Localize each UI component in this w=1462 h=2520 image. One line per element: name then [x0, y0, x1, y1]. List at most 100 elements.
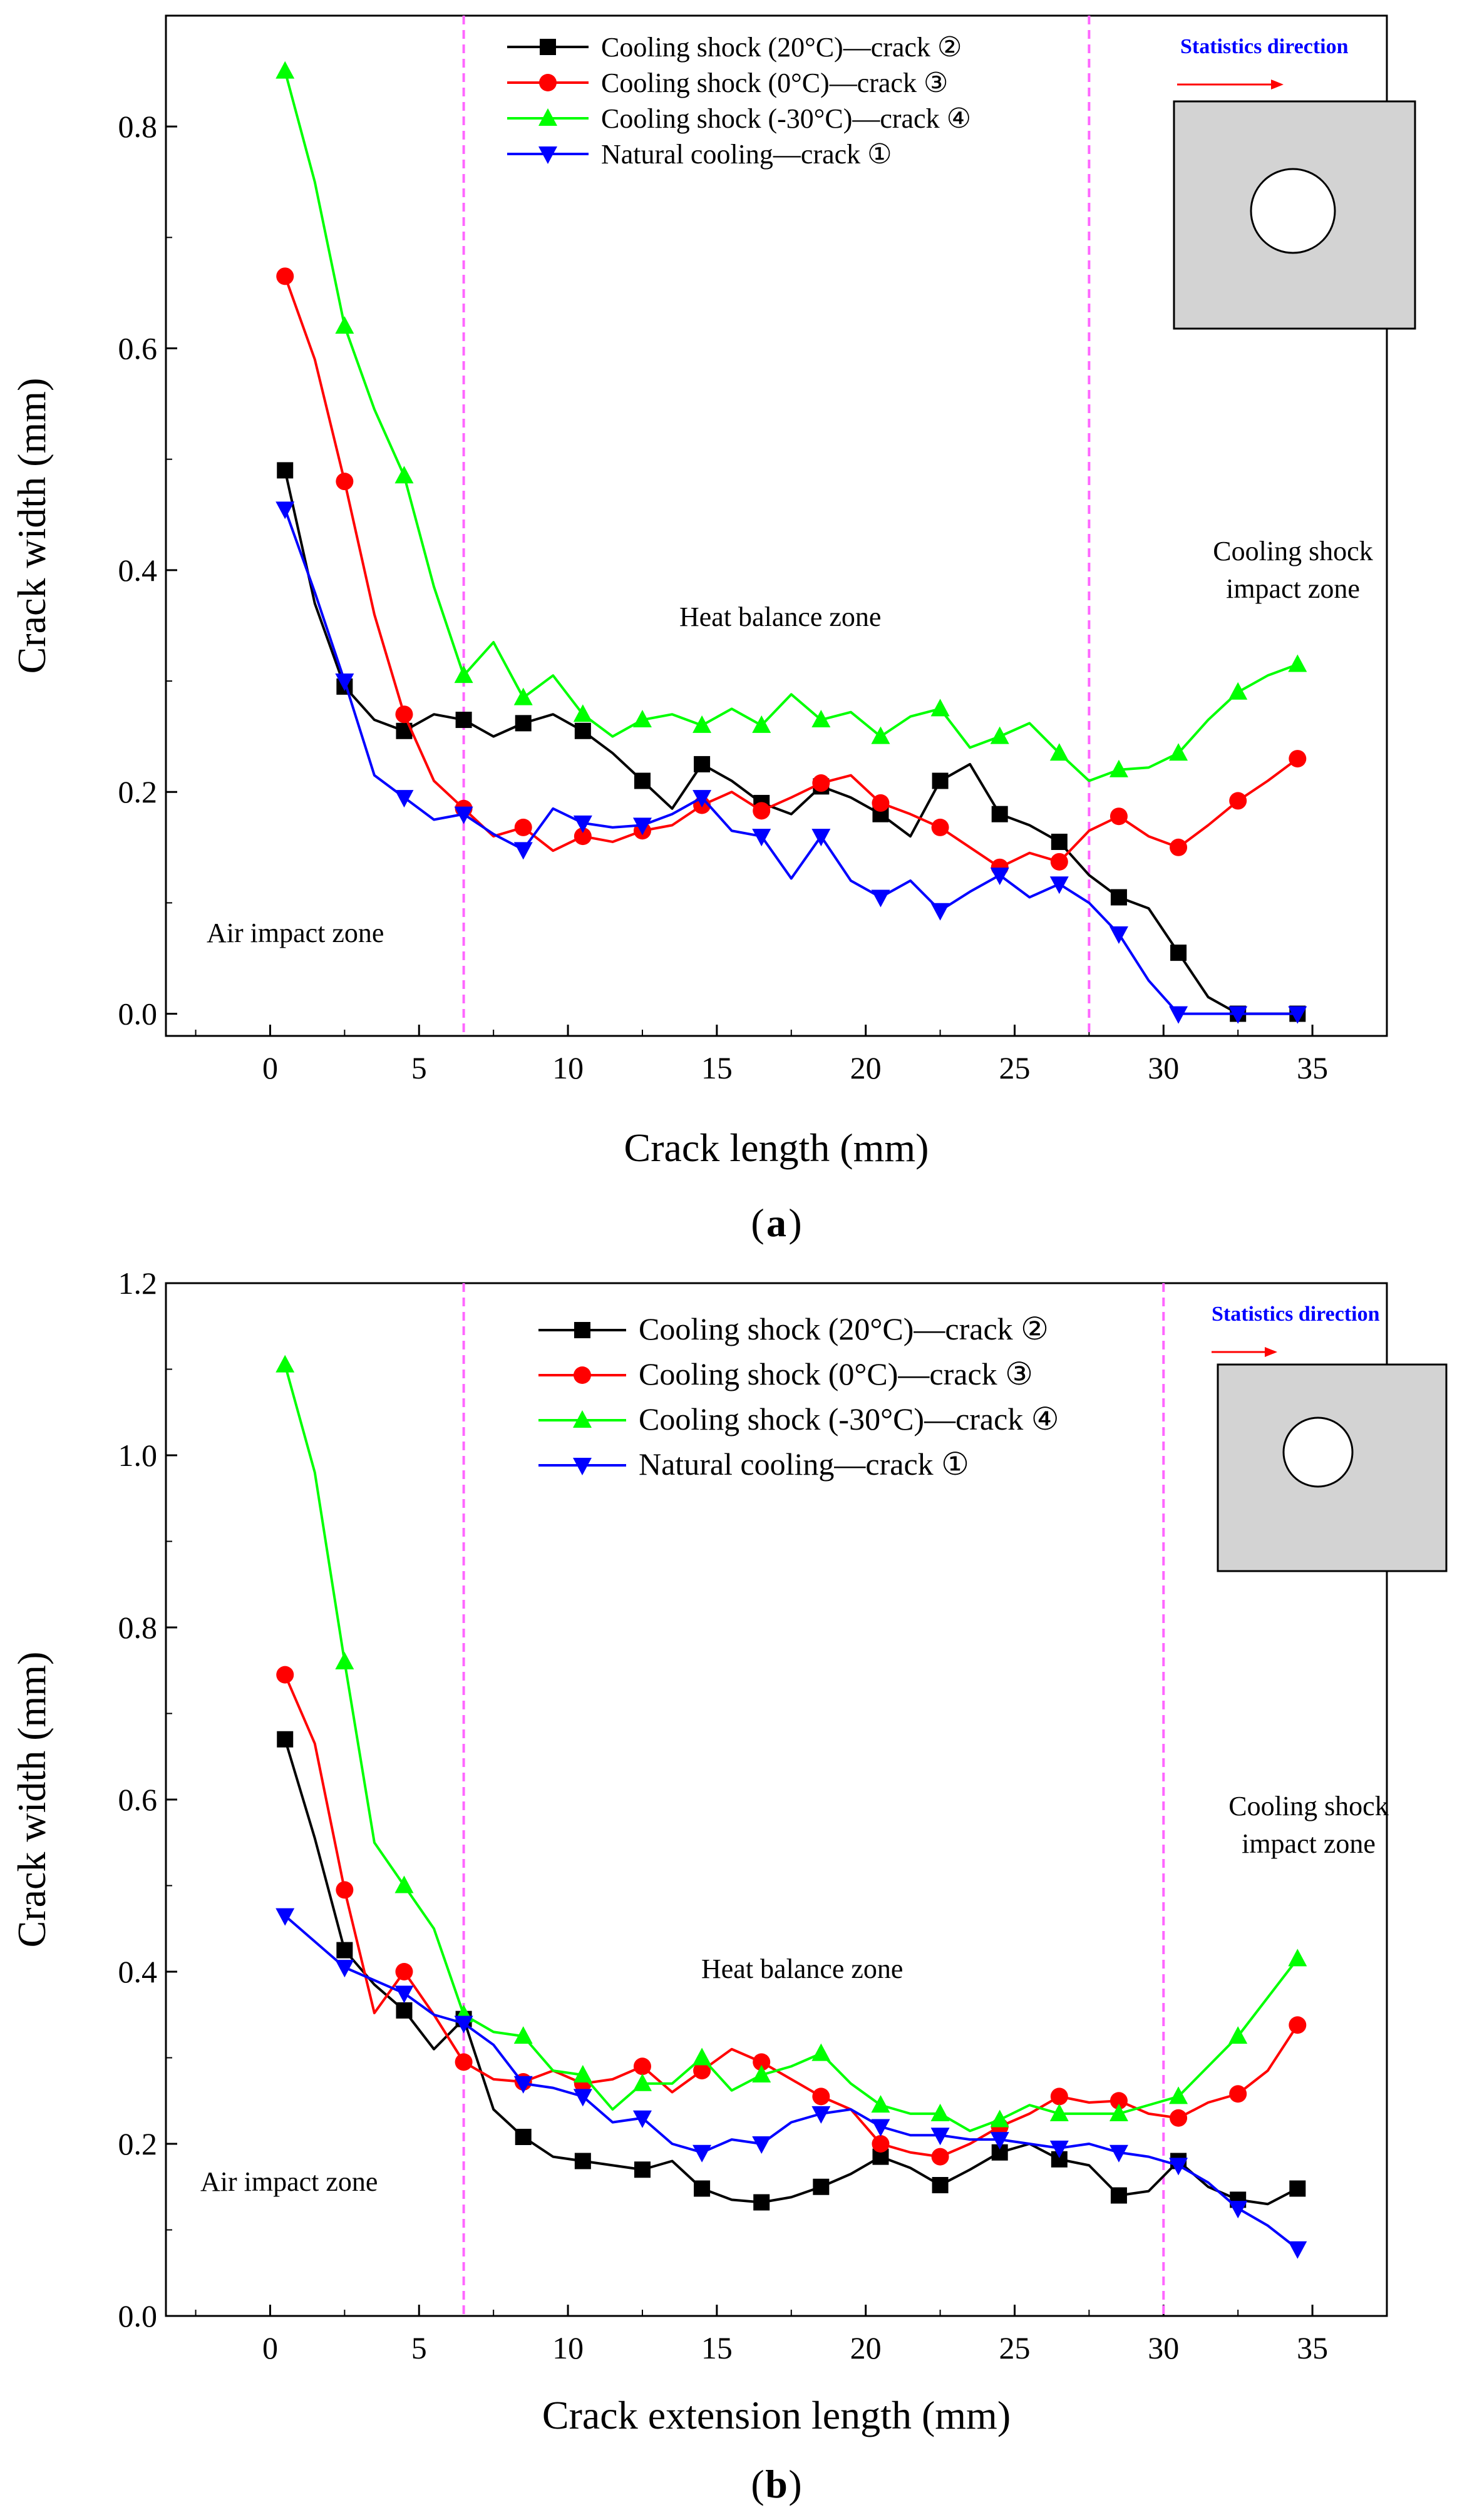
legend-marker [573, 1410, 592, 1428]
data-point-circle [1229, 2085, 1247, 2103]
y-axis-title: Crack width (mm) [9, 1652, 54, 1948]
data-point-square [574, 2153, 591, 2169]
legend-marker [540, 39, 556, 55]
data-point-triangle-down [752, 829, 771, 847]
data-point-circle [753, 2053, 771, 2071]
data-point-square [396, 2002, 413, 2019]
data-point-triangle-down [692, 2144, 712, 2163]
data-point-square [813, 2178, 830, 2195]
series-line-square [284, 1739, 1299, 2206]
data-point-square [1110, 889, 1127, 906]
data-point-triangle-up [454, 665, 473, 684]
data-point-circle [1050, 853, 1068, 871]
x-tick-label: 30 [1148, 1050, 1179, 1085]
data-point-circle [633, 2057, 651, 2076]
cooling-shock-zone-label: Cooling shock [1228, 1791, 1388, 1821]
data-point-triangle-up [990, 2109, 1009, 2128]
cooling-shock-zone-label: impact zone [1242, 1828, 1376, 1859]
data-point-square [694, 755, 711, 772]
data-point-triangle-up [811, 2043, 831, 2061]
data-point-circle [872, 2135, 890, 2153]
data-point-triangle-up [930, 2103, 950, 2121]
legend-marker [574, 1366, 591, 1384]
data-point-triangle-down [990, 2132, 1009, 2150]
data-point-circle [931, 2148, 949, 2166]
data-point-circle [395, 1963, 413, 1980]
data-point-circle [455, 2053, 473, 2071]
y-tick-label: 0.0 [118, 996, 158, 1032]
data-point-triangle-up [335, 1652, 354, 1669]
legend-marker [538, 108, 557, 126]
data-point-triangle-up [871, 2095, 890, 2113]
data-point-triangle-up [394, 466, 414, 484]
data-point-triangle-up [632, 2073, 652, 2091]
data-point-triangle-down [573, 2089, 592, 2107]
data-point-circle [1289, 750, 1307, 768]
data-point-triangle-down [394, 1985, 414, 2004]
data-point-square [932, 2177, 949, 2193]
data-point-triangle-down [1109, 926, 1128, 944]
data-point-circle [336, 1881, 354, 1899]
data-point-triangle-down [752, 2136, 771, 2154]
statistics-direction-label: Statistics direction [1212, 1303, 1380, 1326]
data-point-triangle-up [275, 1355, 295, 1373]
data-point-triangle-up [394, 1875, 414, 1893]
data-point-square [634, 2161, 651, 2178]
data-point-triangle-up [1169, 743, 1188, 761]
data-point-triangle-down [394, 790, 414, 808]
heat-balance-zone-label: Heat balance zone [679, 602, 881, 632]
data-point-square [455, 712, 472, 729]
panel-label-letter: a [766, 1201, 786, 1245]
x-tick-label: 35 [1297, 1050, 1328, 1085]
y-tick-label: 1.0 [118, 1438, 158, 1473]
chart-panel-b: 0 5 10 15 20 25 30 35 0.0 0.2 0.4 0.6 0.8 1.0 1.2 Crack… [9, 1266, 1448, 2506]
data-point-triangle-down [1169, 1006, 1188, 1024]
data-point-triangle-up [573, 2065, 592, 2082]
legend-marker [574, 1322, 590, 1338]
data-point-triangle-down [1228, 2201, 1248, 2219]
x-tick-label: 30 [1148, 2330, 1179, 2365]
data-point-square [1051, 833, 1068, 850]
data-point-square [574, 722, 591, 739]
panel-label-open: ( [751, 2462, 764, 2506]
data-point-circle [872, 794, 890, 812]
x-tick-label: 15 [701, 2330, 733, 2365]
data-point-triangle-up [1049, 2103, 1069, 2121]
y-tick-label: 0.4 [118, 1954, 158, 1989]
data-point-triangle-up [1228, 2026, 1248, 2044]
x-tick-label: 35 [1297, 2330, 1328, 2365]
plot-frame [165, 14, 1388, 1037]
y-tick-label: 0.2 [118, 2126, 158, 2161]
statistics-arrow-head [1265, 1347, 1277, 1357]
data-point-circle [1170, 838, 1188, 856]
series-line-circle [284, 1674, 1299, 2158]
y-tick-label: 0.8 [118, 1610, 158, 1645]
data-point-triangle-down [1288, 1006, 1307, 1024]
y-tick-label: 0.4 [118, 553, 158, 588]
data-point-triangle-down [275, 1908, 295, 1926]
y-tick-label: 0.6 [118, 1782, 158, 1817]
data-point-circle [812, 2087, 830, 2106]
data-point-circle [276, 267, 294, 285]
data-point-square [1289, 2180, 1306, 2197]
data-point-triangle-up [1228, 682, 1248, 700]
specimen-hole [1250, 168, 1336, 254]
data-point-triangle-up [573, 704, 592, 722]
data-point-triangle-down [871, 2119, 890, 2137]
data-point-triangle-up [692, 2047, 712, 2066]
x-axis-title: Crack length (mm) [624, 1125, 929, 1170]
data-point-triangle-up [1109, 2103, 1128, 2121]
cooling-shock-zone-label: impact zone [1226, 573, 1360, 604]
data-point-triangle-down [692, 790, 712, 808]
panel-label-open: ( [751, 1201, 764, 1245]
data-point-triangle-down [513, 842, 533, 860]
data-point-triangle-down [1109, 2144, 1128, 2163]
cooling-shock-zone-label: Cooling shock [1213, 536, 1372, 566]
data-point-circle [1050, 2087, 1068, 2106]
data-point-triangle-down [811, 829, 831, 847]
data-point-circle [1229, 792, 1247, 810]
data-point-triangle-down [573, 815, 592, 833]
data-point-circle [1109, 2092, 1128, 2110]
data-point-triangle-down [1049, 2140, 1069, 2158]
series-line-triangle-up [284, 71, 1299, 782]
